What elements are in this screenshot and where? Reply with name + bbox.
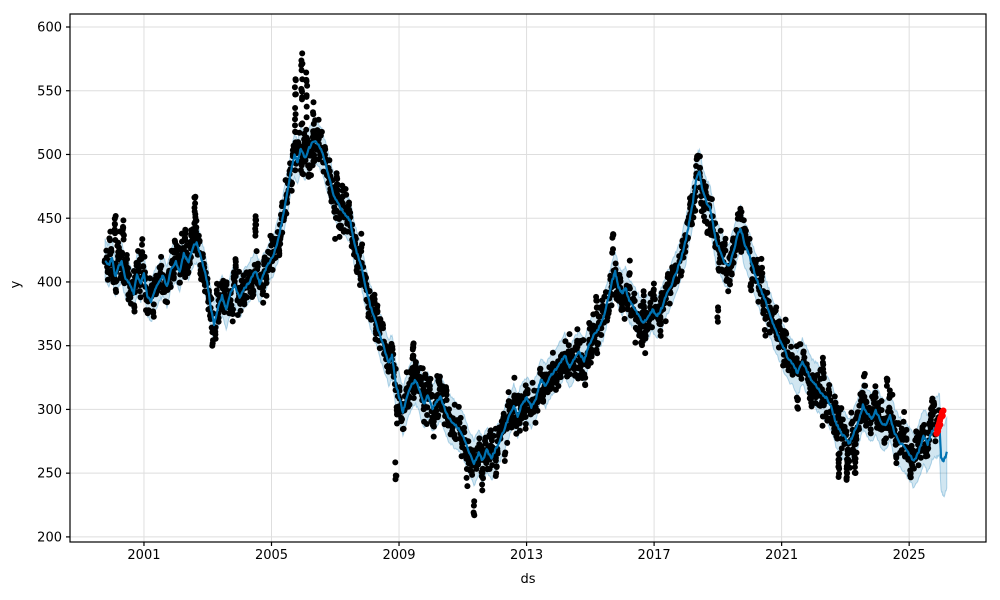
svg-text:2009: 2009 — [382, 548, 415, 563]
tick-labels: 2001 2005 2009 2013 2017 2021 2025 200 250 300 350… — [37, 21, 926, 563]
svg-text:450: 450 — [37, 212, 62, 227]
svg-text:600: 600 — [37, 21, 62, 36]
svg-text:550: 550 — [37, 84, 62, 99]
highlighted-recent-points — [933, 407, 947, 437]
svg-text:300: 300 — [37, 403, 62, 418]
plot-frame — [69, 13, 987, 543]
svg-text:2001: 2001 — [127, 548, 160, 563]
svg-text:400: 400 — [37, 276, 62, 291]
svg-text:200: 200 — [37, 530, 62, 545]
svg-text:350: 350 — [37, 339, 62, 354]
svg-text:2013: 2013 — [510, 548, 543, 563]
svg-text:2025: 2025 — [893, 548, 926, 563]
y-axis-label: y — [8, 280, 24, 289]
svg-text:2017: 2017 — [638, 548, 671, 563]
forecast-line — [104, 140, 948, 466]
axis-ticks — [66, 26, 910, 546]
svg-text:2005: 2005 — [255, 548, 288, 563]
svg-text:2021: 2021 — [765, 548, 798, 563]
svg-text:250: 250 — [37, 467, 62, 482]
svg-text:500: 500 — [37, 148, 62, 163]
x-axis-label: ds — [520, 572, 536, 587]
